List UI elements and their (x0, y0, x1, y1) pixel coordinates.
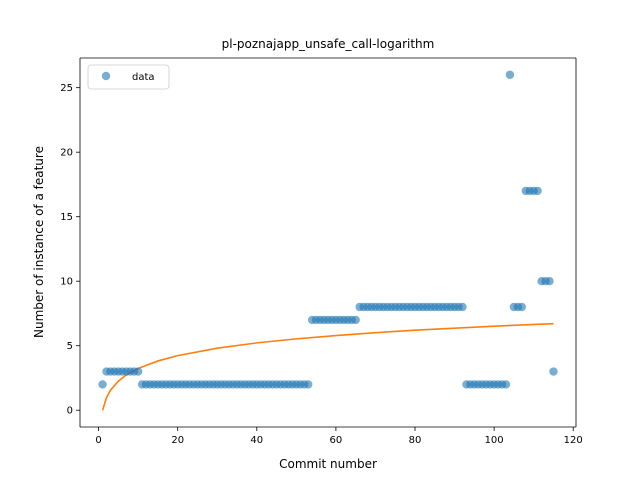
data-point (304, 380, 313, 389)
data-point (549, 367, 558, 376)
data-point (98, 380, 107, 389)
fit-line-layer (101, 322, 554, 411)
data-points-layer (98, 70, 558, 389)
legend-marker (101, 71, 111, 81)
x-tick-label: 80 (409, 435, 422, 446)
fit-line (101, 322, 554, 411)
y-tick-label: 20 (60, 148, 73, 159)
x-tick-label: 20 (171, 435, 184, 446)
chart-title: pl-poznajapp_unsafe_call-logarithm (222, 37, 435, 51)
data-point (133, 367, 143, 376)
data-point (351, 315, 360, 325)
data-point (545, 277, 554, 286)
data-point (501, 380, 511, 389)
x-tick-label: 120 (564, 435, 583, 446)
y-tick-label: 25 (60, 83, 73, 94)
x-tick-label: 100 (485, 435, 504, 446)
legend-label: data (132, 72, 155, 83)
y-tick-label: 0 (67, 406, 73, 417)
x-tick-label: 40 (250, 435, 263, 446)
data-point (458, 302, 467, 312)
legend-box (87, 64, 170, 90)
y-tick-label: 15 (60, 212, 73, 223)
y-tick-label: 5 (67, 341, 73, 352)
data-point (533, 186, 542, 196)
data-point (517, 302, 527, 312)
legend: data (87, 64, 170, 90)
data-point (505, 70, 515, 79)
x-axis-label: Commit number (279, 457, 377, 471)
y-tick-label: 10 (60, 277, 73, 288)
x-tick-label: 0 (95, 435, 101, 446)
y-axis-label: Number of instance of a feature (32, 146, 46, 338)
axes-layer: 0 20 40 60 80 100 120 0 5 10 15 20 25 (60, 57, 583, 446)
x-tick-label: 60 (330, 435, 343, 446)
plot-area (80, 58, 576, 427)
